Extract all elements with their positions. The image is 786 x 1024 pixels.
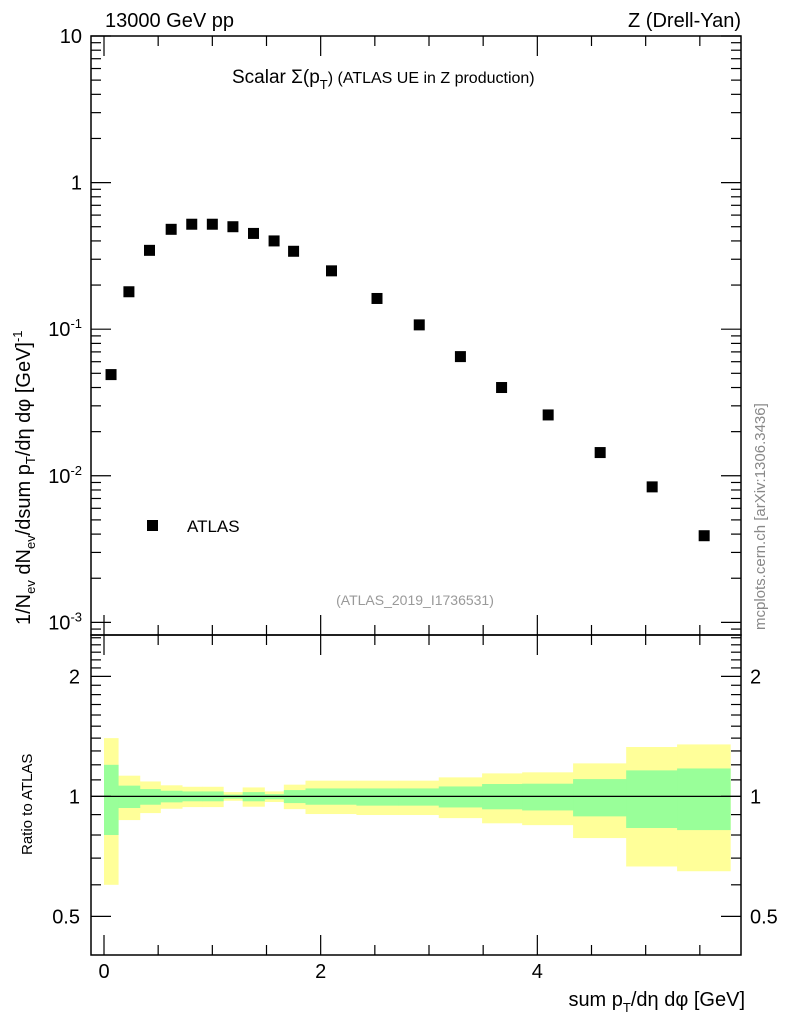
ratio-y-tick-label-right: 1 <box>750 786 761 808</box>
ratio-panel-frame <box>90 634 742 956</box>
side-label: mcplots.cern.ch [arXiv:1306.3436] <box>752 403 769 630</box>
band-bin-stat <box>522 783 574 811</box>
data-point <box>268 235 280 247</box>
data-point <box>454 351 466 363</box>
data-point <box>123 286 135 298</box>
analysis-id: (ATLAS_2019_I1736531) <box>336 592 494 608</box>
data-point <box>646 481 658 493</box>
ratio-y-tick-label: 1 <box>69 786 80 808</box>
header-right: Z (Drell-Yan) <box>628 10 741 32</box>
data-point <box>496 382 508 394</box>
data-point <box>288 245 300 257</box>
main-panel-frame <box>90 35 742 636</box>
data-point <box>326 265 337 277</box>
data-point <box>542 409 554 421</box>
y-tick-label: 10 <box>60 26 82 48</box>
axis-ticks <box>91 35 741 955</box>
band-bin-stat <box>677 768 731 831</box>
x-tick-label: 2 <box>315 961 326 983</box>
data-point <box>206 218 218 230</box>
data-point <box>594 447 606 459</box>
data-point <box>165 223 177 235</box>
legend-marker <box>147 520 158 531</box>
band-bin-stat <box>626 770 678 829</box>
header-left: 13000 GeV pp <box>105 10 234 32</box>
x-tick-label: 0 <box>98 961 109 983</box>
ratio-y-tick-label-right: 0.5 <box>750 906 778 928</box>
y-tick-label: 10-2 <box>48 463 82 488</box>
ratio-bands <box>104 738 731 885</box>
data-point <box>248 227 259 239</box>
tick-labels: 10 1 10-1 10-2 10-3 2 2 1 1 0.5 0.5 0 2 4 <box>48 26 778 983</box>
y-tick-label: 1 <box>71 173 82 195</box>
legend-label: ATLAS <box>187 517 240 536</box>
band-bin-stat <box>573 779 627 817</box>
x-tick-label: 4 <box>532 961 543 983</box>
data-point <box>144 244 155 256</box>
x-axis-label: sum pT/dη dφ [GeV] <box>568 989 745 1015</box>
band-bin-stat <box>104 764 119 836</box>
data-points <box>105 218 710 542</box>
data-point <box>413 319 425 331</box>
y-tick-label: 10-1 <box>48 316 82 341</box>
chart-title: Scalar Σ(pT) (ATLAS UE in Z production) <box>232 67 535 92</box>
ratio-y-tick-label: 2 <box>69 666 80 688</box>
ratio-y-tick-label-right: 2 <box>750 666 761 688</box>
y-tick-label: 10-3 <box>48 609 82 634</box>
data-point <box>186 218 198 230</box>
data-point <box>371 292 383 304</box>
data-point <box>698 530 710 542</box>
ratio-y-tick-label: 0.5 <box>52 906 80 928</box>
y-axis-label: 1/Nev dNev/dsum pT/dη dφ [GeV]-1 <box>10 330 38 625</box>
data-point <box>105 369 117 381</box>
data-point <box>227 221 239 233</box>
ratio-y-axis-label: Ratio to ATLAS <box>19 754 36 855</box>
